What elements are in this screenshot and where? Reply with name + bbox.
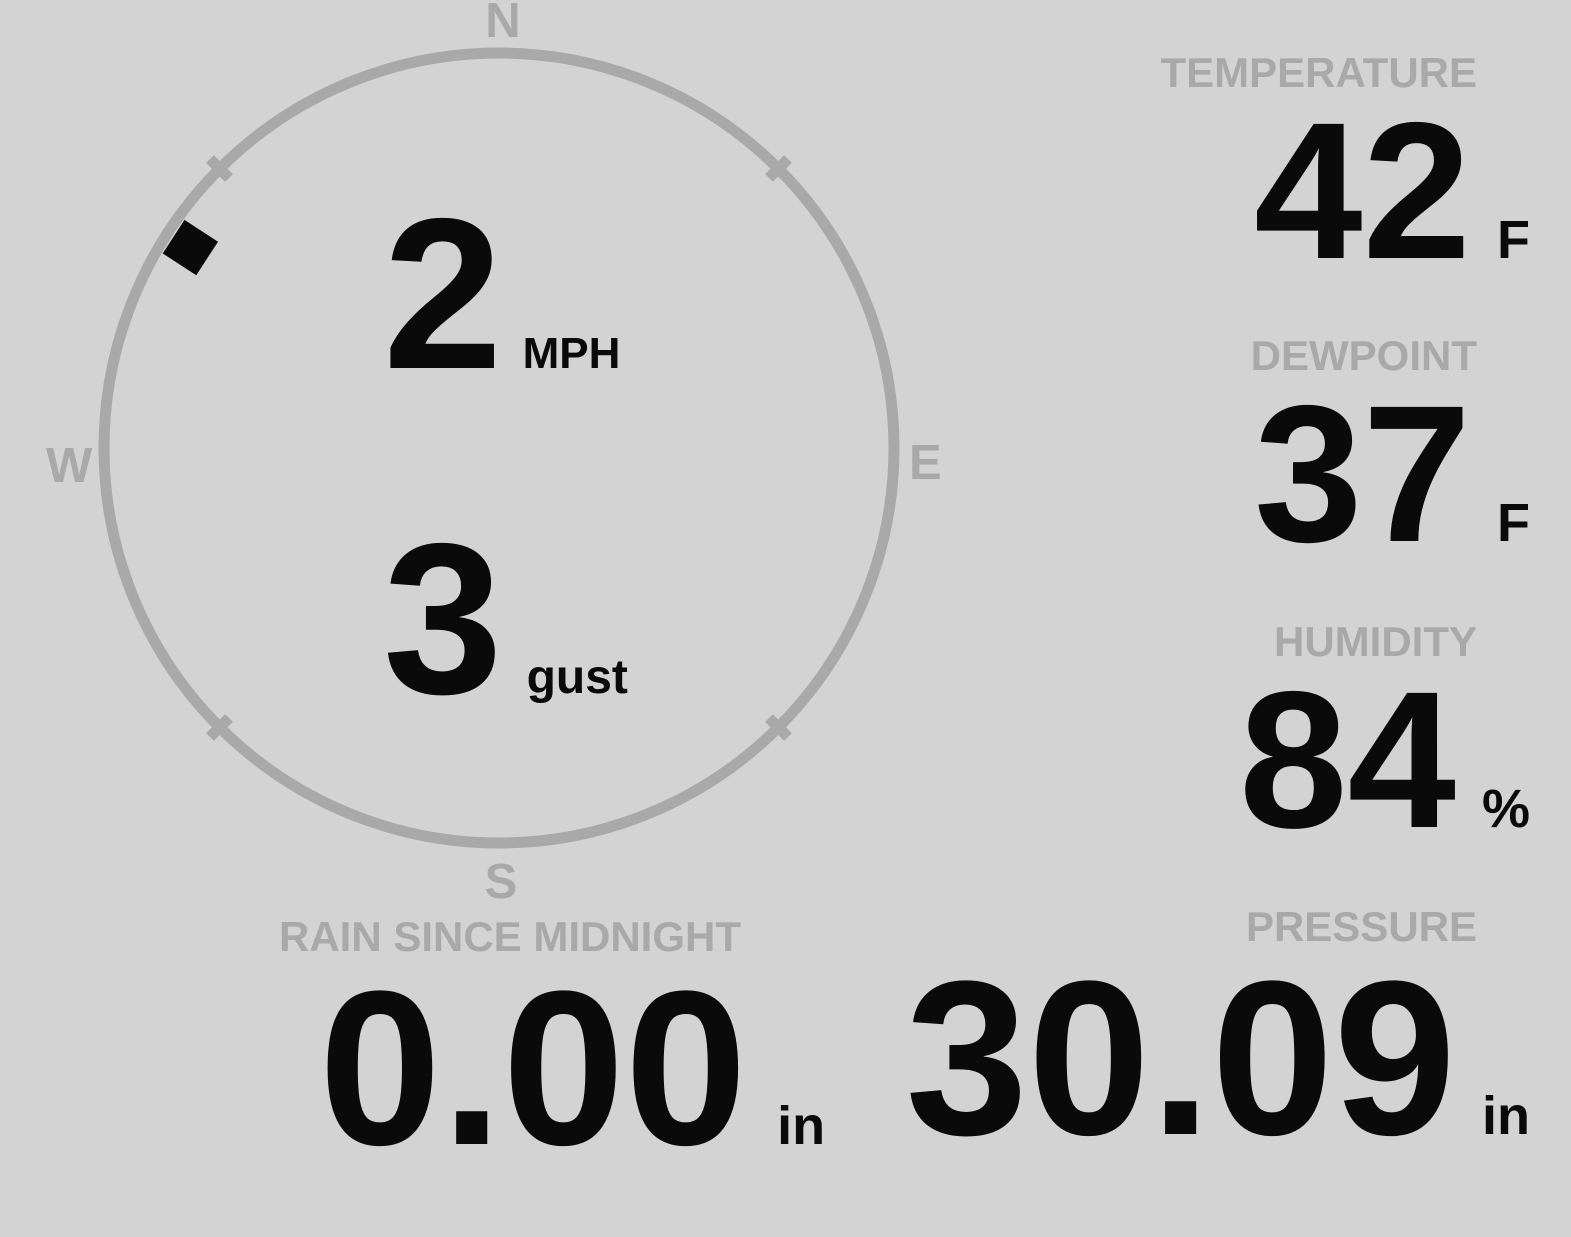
- compass-label-east: E: [909, 436, 942, 490]
- humidity-unit: %: [1481, 779, 1530, 839]
- compass-tick-se: [765, 714, 792, 741]
- dewpoint-label: DEWPOINT: [1250, 332, 1477, 379]
- compass-label-south: S: [484, 855, 518, 909]
- rain-label: RAIN SINCE MIDNIGHT: [279, 913, 741, 960]
- dewpoint-value: 37: [1254, 365, 1471, 583]
- rain-metric: RAIN SINCE MIDNIGHT 0.00 in: [120, 913, 900, 1191]
- rain-unit: in: [777, 1096, 826, 1156]
- compass-tick-nw: [206, 155, 233, 182]
- wind-gust-value: 3: [383, 498, 503, 739]
- wind-gust-unit: gust: [526, 651, 628, 704]
- humidity-metric: HUMIDITY 84 %: [1239, 621, 1530, 858]
- compass-label-west: W: [46, 439, 93, 493]
- pressure-value: 30.09: [905, 935, 1456, 1181]
- compass-tick-sw: [206, 714, 233, 741]
- wind-gust: 3 gust: [383, 511, 628, 726]
- wind-speed-unit: MPH: [522, 329, 621, 378]
- dewpoint-metric: DEWPOINT 37 F: [1251, 335, 1530, 572]
- temperature-label: TEMPERATURE: [1160, 49, 1477, 96]
- temperature-value: 42: [1254, 82, 1471, 300]
- compass-label-north: N: [485, 0, 521, 48]
- pressure-metric: PRESSURE 30.09 in: [905, 903, 1530, 1181]
- rain-value: 0.00: [318, 945, 748, 1191]
- compass-tick-ne: [765, 155, 792, 182]
- wind-speed-value: 2: [383, 173, 503, 414]
- temperature-metric: TEMPERATURE 42 F: [1160, 52, 1530, 289]
- compass-circle: [98, 47, 900, 849]
- humidity-label: HUMIDITY: [1274, 618, 1477, 665]
- humidity-value: 84: [1239, 651, 1456, 869]
- pressure-unit: in: [1482, 1086, 1530, 1146]
- wind-speed: 2 MPH: [383, 186, 620, 401]
- pressure-label: PRESSURE: [1245, 903, 1477, 950]
- temperature-unit: F: [1497, 210, 1530, 270]
- dewpoint-unit: F: [1497, 493, 1530, 553]
